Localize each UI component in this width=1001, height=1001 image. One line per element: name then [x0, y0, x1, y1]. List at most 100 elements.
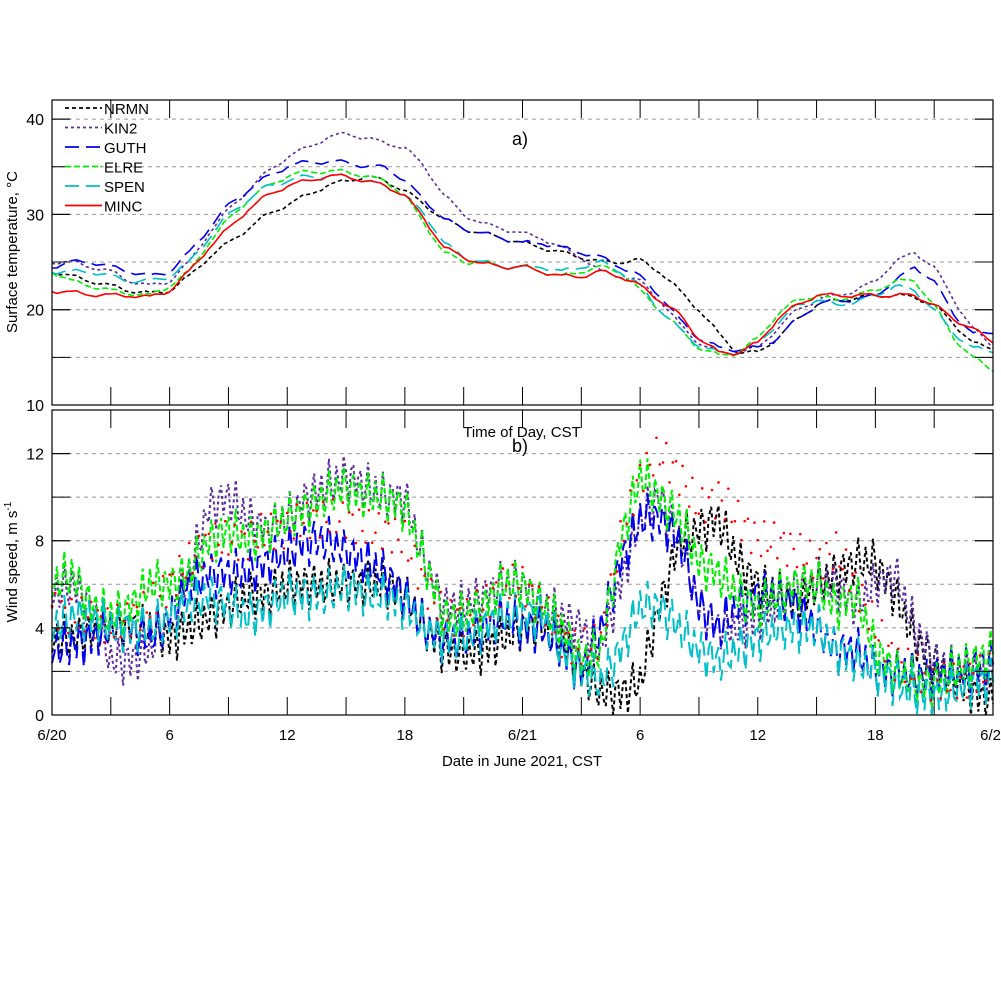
data-point-minc [465, 597, 469, 601]
data-point-minc [116, 603, 119, 607]
x-tick-label: 18 [867, 727, 884, 744]
data-point-minc [593, 623, 596, 627]
data-point-minc [504, 584, 508, 588]
y-axis-label-wind-sup: -1 [3, 501, 14, 510]
data-point-minc [821, 577, 825, 580]
data-point-minc [932, 667, 936, 671]
data-point-minc [119, 635, 122, 639]
x-tick-label: 6 [636, 727, 644, 744]
data-point-minc [730, 520, 733, 524]
panel-b-label: b) [512, 436, 528, 456]
data-point-minc [468, 613, 472, 617]
data-point-minc [272, 547, 276, 551]
data-point-minc [498, 605, 501, 609]
data-point-minc [181, 572, 184, 576]
data-point-minc [570, 662, 573, 665]
y-tick-label: 30 [26, 207, 44, 224]
data-point-minc [651, 474, 655, 477]
data-point-minc [57, 627, 60, 631]
data-point-minc [132, 603, 135, 607]
data-point-minc [508, 596, 511, 600]
y-tick-label: 8 [35, 534, 44, 551]
data-point-minc [240, 530, 243, 533]
data-point-minc [151, 581, 155, 585]
y-tick-label: 10 [26, 398, 44, 415]
data-point-minc [638, 463, 642, 467]
legend-label-kin2: KIN2 [104, 121, 137, 138]
data-point-minc [73, 620, 77, 624]
data-point-minc [733, 519, 737, 523]
data-point-minc [606, 624, 609, 627]
data-point-minc [142, 590, 145, 594]
data-point-minc [227, 553, 230, 556]
data-point-minc [112, 635, 116, 639]
data-point-minc [707, 495, 711, 499]
data-point-minc [599, 631, 603, 634]
data-point-minc [452, 634, 456, 637]
data-point-minc [426, 607, 430, 610]
data-point-minc [720, 499, 724, 502]
data-point-minc [67, 631, 70, 635]
x-tick-label: 6/2 [980, 727, 1001, 744]
data-point-minc [129, 634, 132, 638]
data-point-minc [197, 534, 201, 538]
data-point-minc [370, 541, 374, 544]
data-point-minc [60, 599, 64, 603]
data-point-minc [903, 680, 907, 684]
data-point-minc [684, 484, 688, 488]
data-point-minc [514, 594, 518, 598]
data-point-minc [165, 605, 168, 609]
data-point-minc [517, 587, 521, 590]
series-line-guth [51, 159, 994, 353]
data-point-minc [135, 605, 139, 609]
data-point-minc [364, 541, 367, 544]
data-point-minc [83, 630, 86, 633]
data-point-minc [109, 631, 113, 635]
data-point-minc [531, 584, 534, 588]
data-point-minc [285, 511, 289, 515]
data-point-minc [847, 589, 851, 592]
data-point-minc [387, 522, 390, 525]
data-point-minc [687, 505, 691, 508]
data-point-minc [825, 541, 828, 545]
y-axis-label-temperature: Surface temperature, °C [4, 171, 21, 333]
data-point-minc [553, 630, 557, 634]
data-point-minc [374, 531, 377, 534]
data-point-minc [348, 511, 351, 514]
data-point-minc [929, 698, 933, 702]
data-point-minc [635, 478, 639, 482]
data-point-minc [789, 532, 792, 536]
data-point-minc [96, 609, 100, 612]
data-point-minc [299, 534, 302, 538]
data-point-minc [841, 567, 845, 571]
data-point-minc [63, 606, 67, 609]
data-point-minc [851, 573, 854, 576]
series-line-elre [51, 458, 994, 709]
time-of-day-label: Time of Day, CST [463, 424, 581, 441]
data-point-minc [344, 536, 348, 540]
data-point-minc [276, 519, 279, 523]
data-point-minc [351, 513, 354, 516]
data-point-minc [93, 636, 96, 640]
data-point-minc [491, 586, 495, 590]
data-point-minc [331, 498, 335, 501]
data-point-minc [102, 640, 106, 644]
data-point-minc [834, 531, 838, 534]
data-point-minc [557, 614, 560, 618]
data-point-minc [772, 521, 776, 524]
data-point-minc [292, 537, 296, 540]
data-point-minc [138, 628, 142, 631]
y-axis-label-wind-text: Wind speed, m s [4, 511, 21, 623]
data-point-minc [723, 518, 727, 521]
data-point-minc [811, 576, 815, 580]
data-point-minc [857, 609, 861, 613]
data-point-minc [962, 665, 965, 668]
data-point-minc [328, 530, 332, 533]
data-point-minc [576, 647, 580, 651]
data-point-minc [936, 678, 939, 682]
data-point-minc [792, 547, 795, 551]
panel-a-label: a) [512, 129, 528, 149]
data-point-minc [325, 520, 328, 524]
data-point-minc [968, 662, 972, 666]
data-point-minc [573, 629, 577, 632]
